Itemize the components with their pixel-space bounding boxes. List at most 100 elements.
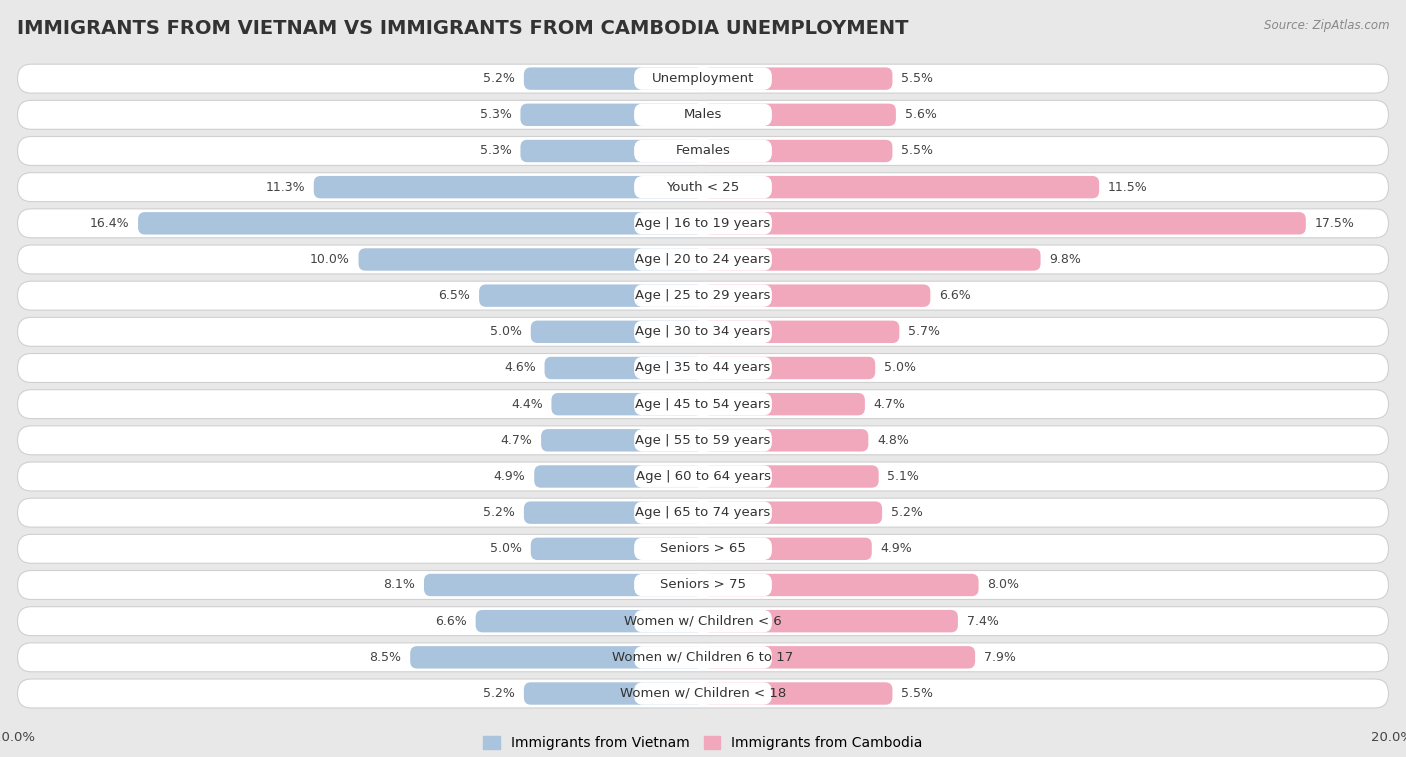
FancyBboxPatch shape (703, 67, 893, 90)
Text: 6.6%: 6.6% (436, 615, 467, 628)
Text: 4.4%: 4.4% (510, 397, 543, 410)
FancyBboxPatch shape (634, 393, 772, 416)
Text: Women w/ Children < 18: Women w/ Children < 18 (620, 687, 786, 700)
Text: 5.0%: 5.0% (491, 326, 522, 338)
FancyBboxPatch shape (17, 64, 1389, 93)
FancyBboxPatch shape (634, 321, 772, 343)
Text: 5.6%: 5.6% (904, 108, 936, 121)
FancyBboxPatch shape (534, 466, 703, 488)
FancyBboxPatch shape (17, 643, 1389, 671)
FancyBboxPatch shape (524, 501, 703, 524)
FancyBboxPatch shape (17, 354, 1389, 382)
FancyBboxPatch shape (17, 534, 1389, 563)
FancyBboxPatch shape (17, 101, 1389, 129)
Text: 4.9%: 4.9% (494, 470, 526, 483)
Text: 9.8%: 9.8% (1049, 253, 1081, 266)
FancyBboxPatch shape (17, 606, 1389, 636)
FancyBboxPatch shape (634, 466, 772, 488)
Text: Age | 25 to 29 years: Age | 25 to 29 years (636, 289, 770, 302)
Text: 4.6%: 4.6% (505, 362, 536, 375)
Text: 10.0%: 10.0% (311, 253, 350, 266)
FancyBboxPatch shape (634, 429, 772, 451)
FancyBboxPatch shape (634, 610, 772, 632)
FancyBboxPatch shape (634, 104, 772, 126)
Text: Women w/ Children < 6: Women w/ Children < 6 (624, 615, 782, 628)
Text: 5.3%: 5.3% (479, 108, 512, 121)
FancyBboxPatch shape (17, 209, 1389, 238)
Text: 5.2%: 5.2% (484, 506, 515, 519)
Text: 16.4%: 16.4% (90, 217, 129, 230)
FancyBboxPatch shape (520, 104, 703, 126)
Text: 7.9%: 7.9% (984, 651, 1015, 664)
Text: Youth < 25: Youth < 25 (666, 181, 740, 194)
FancyBboxPatch shape (703, 285, 931, 307)
Text: 5.2%: 5.2% (484, 72, 515, 85)
FancyBboxPatch shape (17, 426, 1389, 455)
Text: 20.0%: 20.0% (0, 731, 35, 744)
Text: 8.5%: 8.5% (370, 651, 402, 664)
Text: 5.5%: 5.5% (901, 145, 934, 157)
FancyBboxPatch shape (17, 136, 1389, 166)
Text: Source: ZipAtlas.com: Source: ZipAtlas.com (1264, 19, 1389, 32)
Text: 4.7%: 4.7% (501, 434, 533, 447)
FancyBboxPatch shape (17, 281, 1389, 310)
FancyBboxPatch shape (703, 357, 875, 379)
Text: 5.0%: 5.0% (884, 362, 915, 375)
FancyBboxPatch shape (551, 393, 703, 416)
FancyBboxPatch shape (634, 574, 772, 597)
FancyBboxPatch shape (703, 574, 979, 597)
FancyBboxPatch shape (703, 682, 893, 705)
Text: 4.9%: 4.9% (880, 542, 912, 556)
FancyBboxPatch shape (703, 501, 882, 524)
Text: 4.8%: 4.8% (877, 434, 908, 447)
FancyBboxPatch shape (634, 357, 772, 379)
FancyBboxPatch shape (17, 462, 1389, 491)
FancyBboxPatch shape (17, 571, 1389, 600)
FancyBboxPatch shape (314, 176, 703, 198)
Text: Age | 16 to 19 years: Age | 16 to 19 years (636, 217, 770, 230)
FancyBboxPatch shape (703, 610, 957, 632)
FancyBboxPatch shape (17, 173, 1389, 201)
Text: Age | 30 to 34 years: Age | 30 to 34 years (636, 326, 770, 338)
FancyBboxPatch shape (138, 212, 703, 235)
FancyBboxPatch shape (634, 248, 772, 271)
Text: IMMIGRANTS FROM VIETNAM VS IMMIGRANTS FROM CAMBODIA UNEMPLOYMENT: IMMIGRANTS FROM VIETNAM VS IMMIGRANTS FR… (17, 19, 908, 38)
FancyBboxPatch shape (634, 682, 772, 705)
FancyBboxPatch shape (703, 212, 1306, 235)
Text: 5.1%: 5.1% (887, 470, 920, 483)
FancyBboxPatch shape (703, 537, 872, 560)
FancyBboxPatch shape (17, 498, 1389, 527)
FancyBboxPatch shape (17, 245, 1389, 274)
FancyBboxPatch shape (703, 248, 1040, 271)
Text: 5.2%: 5.2% (891, 506, 922, 519)
FancyBboxPatch shape (17, 679, 1389, 708)
Text: Seniors > 65: Seniors > 65 (659, 542, 747, 556)
FancyBboxPatch shape (634, 212, 772, 235)
Text: 11.3%: 11.3% (266, 181, 305, 194)
FancyBboxPatch shape (520, 140, 703, 162)
FancyBboxPatch shape (703, 176, 1099, 198)
FancyBboxPatch shape (524, 67, 703, 90)
Text: 7.4%: 7.4% (966, 615, 998, 628)
FancyBboxPatch shape (634, 67, 772, 90)
FancyBboxPatch shape (541, 429, 703, 451)
FancyBboxPatch shape (703, 321, 900, 343)
Legend: Immigrants from Vietnam, Immigrants from Cambodia: Immigrants from Vietnam, Immigrants from… (484, 737, 922, 750)
FancyBboxPatch shape (703, 140, 893, 162)
Text: 8.0%: 8.0% (987, 578, 1019, 591)
FancyBboxPatch shape (544, 357, 703, 379)
Text: Age | 55 to 59 years: Age | 55 to 59 years (636, 434, 770, 447)
FancyBboxPatch shape (531, 537, 703, 560)
FancyBboxPatch shape (359, 248, 703, 271)
Text: 20.0%: 20.0% (1371, 731, 1406, 744)
Text: 6.6%: 6.6% (939, 289, 970, 302)
FancyBboxPatch shape (634, 537, 772, 560)
Text: 17.5%: 17.5% (1315, 217, 1354, 230)
Text: 5.5%: 5.5% (901, 72, 934, 85)
Text: 5.5%: 5.5% (901, 687, 934, 700)
FancyBboxPatch shape (524, 682, 703, 705)
FancyBboxPatch shape (634, 176, 772, 198)
FancyBboxPatch shape (703, 646, 976, 668)
Text: Age | 20 to 24 years: Age | 20 to 24 years (636, 253, 770, 266)
Text: Seniors > 75: Seniors > 75 (659, 578, 747, 591)
